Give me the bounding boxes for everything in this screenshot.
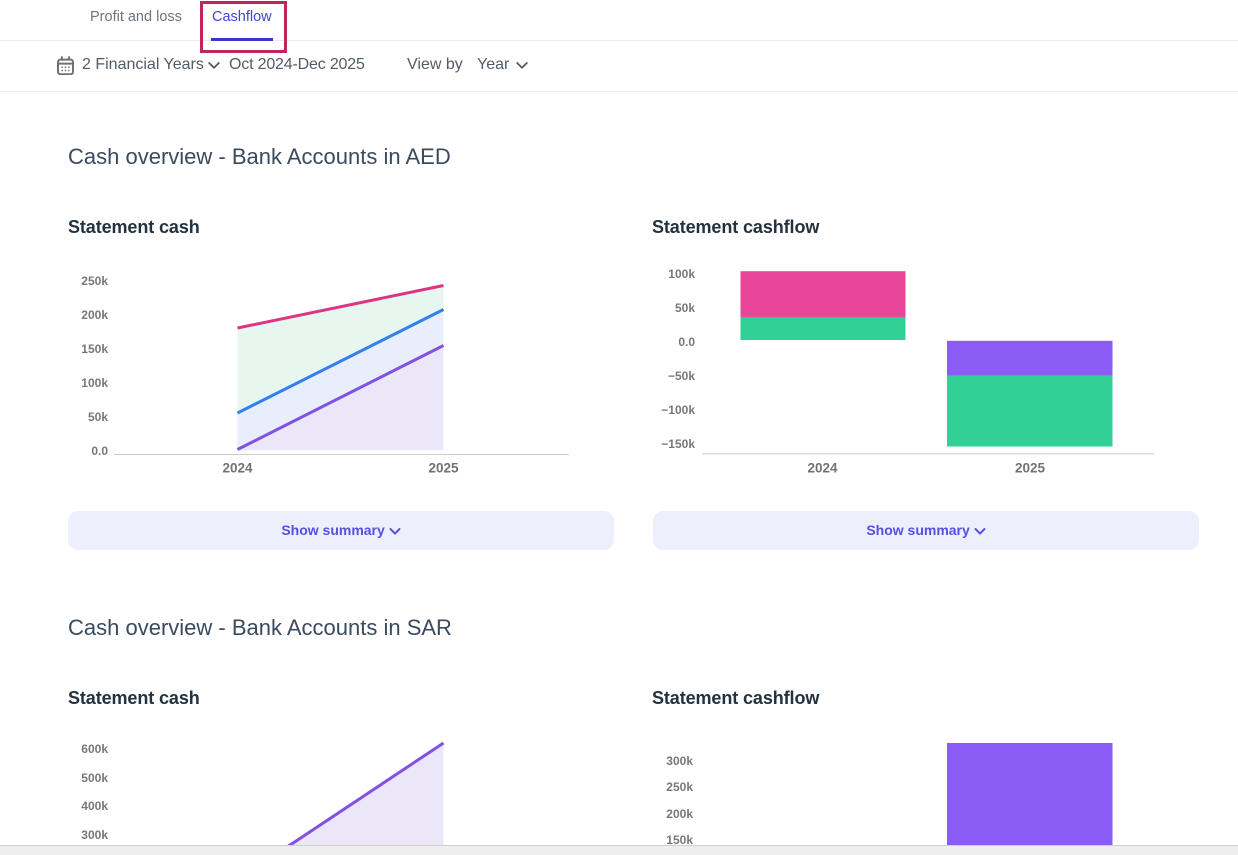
svg-text:−150k: −150k xyxy=(661,437,695,451)
svg-text:100k: 100k xyxy=(668,267,695,281)
svg-text:600k: 600k xyxy=(81,742,108,756)
svg-text:250k: 250k xyxy=(666,780,693,794)
svg-text:200k: 200k xyxy=(81,308,108,322)
svg-text:2025: 2025 xyxy=(428,461,459,476)
svg-text:200k: 200k xyxy=(666,807,693,821)
svg-text:2024: 2024 xyxy=(222,461,253,476)
svg-text:100k: 100k xyxy=(81,376,108,390)
svg-text:−100k: −100k xyxy=(661,403,695,417)
svg-text:50k: 50k xyxy=(675,301,695,315)
svg-text:50k: 50k xyxy=(88,410,108,424)
svg-text:−50k: −50k xyxy=(668,369,695,383)
svg-text:150k: 150k xyxy=(666,833,693,847)
svg-text:250k: 250k xyxy=(81,274,108,288)
svg-text:0.0: 0.0 xyxy=(91,444,108,458)
svg-text:2025: 2025 xyxy=(1015,461,1046,476)
svg-text:500k: 500k xyxy=(81,771,108,785)
svg-text:150k: 150k xyxy=(81,342,108,356)
svg-text:300k: 300k xyxy=(81,828,108,842)
svg-text:2024: 2024 xyxy=(807,461,838,476)
svg-text:300k: 300k xyxy=(666,754,693,768)
svg-text:0.0: 0.0 xyxy=(678,335,695,349)
svg-text:400k: 400k xyxy=(81,799,108,813)
